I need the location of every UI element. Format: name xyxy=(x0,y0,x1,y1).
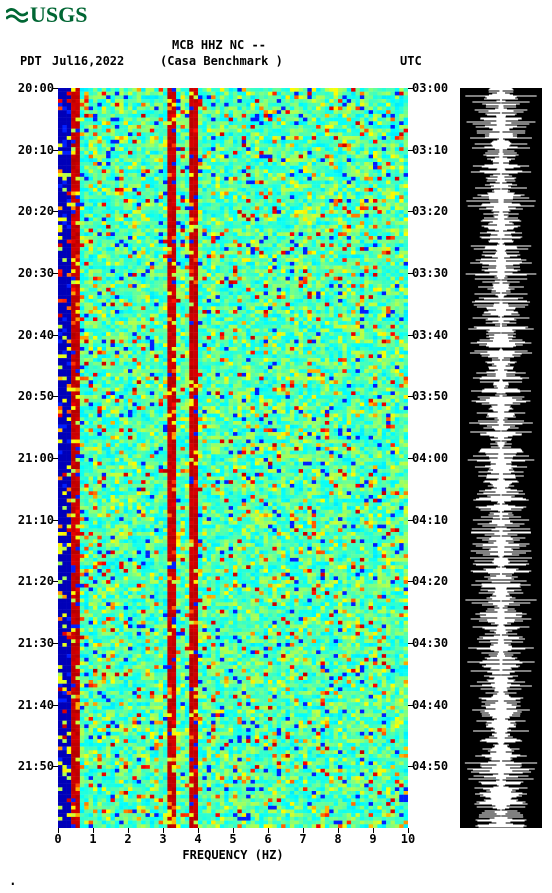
ytick-left: 20:50 xyxy=(14,389,54,403)
logo-text: USGS xyxy=(30,2,87,28)
xtick: 9 xyxy=(369,832,376,846)
ytick-left: 21:20 xyxy=(14,574,54,588)
ytick-right: 03:10 xyxy=(412,143,448,157)
ytick-right: 03:30 xyxy=(412,266,448,280)
xtick: 0 xyxy=(54,832,61,846)
ytick-right: 04:10 xyxy=(412,513,448,527)
ytick-right: 04:00 xyxy=(412,451,448,465)
ytick-right: 04:50 xyxy=(412,759,448,773)
xtick: 3 xyxy=(159,832,166,846)
date: Jul16,2022 xyxy=(52,54,124,68)
xtick: 8 xyxy=(334,832,341,846)
ytick-right: 03:50 xyxy=(412,389,448,403)
ytick-left: 20:40 xyxy=(14,328,54,342)
tz-right: UTC xyxy=(400,54,422,68)
ytick-right: 04:40 xyxy=(412,698,448,712)
xtick: 10 xyxy=(401,832,415,846)
usgs-logo: USGS xyxy=(6,2,87,28)
ytick-right: 03:20 xyxy=(412,204,448,218)
dot-marker: . xyxy=(8,870,18,889)
ytick-left: 20:30 xyxy=(14,266,54,280)
waveform-panel xyxy=(460,88,542,828)
xtick: 7 xyxy=(299,832,306,846)
ytick-left: 21:00 xyxy=(14,451,54,465)
ytick-right: 03:40 xyxy=(412,328,448,342)
tz-left: PDT xyxy=(20,54,42,68)
wave-icon xyxy=(6,6,28,24)
xtick: 5 xyxy=(229,832,236,846)
xtick: 2 xyxy=(124,832,131,846)
xtick: 1 xyxy=(89,832,96,846)
station: MCB HHZ NC -- xyxy=(172,38,266,52)
xtick: 6 xyxy=(264,832,271,846)
ytick-left: 21:50 xyxy=(14,759,54,773)
ytick-left: 21:30 xyxy=(14,636,54,650)
ytick-right: 04:20 xyxy=(412,574,448,588)
x-axis-label: FREQUENCY (HZ) xyxy=(58,848,408,862)
ytick-left: 21:40 xyxy=(14,698,54,712)
ytick-left: 20:10 xyxy=(14,143,54,157)
ytick-left: 20:20 xyxy=(14,204,54,218)
ytick-right: 04:30 xyxy=(412,636,448,650)
ytick-right: 03:00 xyxy=(412,81,448,95)
spectrogram-chart xyxy=(58,88,408,828)
xtick: 4 xyxy=(194,832,201,846)
ytick-left: 20:00 xyxy=(14,81,54,95)
site: (Casa Benchmark ) xyxy=(160,54,283,68)
ytick-left: 21:10 xyxy=(14,513,54,527)
